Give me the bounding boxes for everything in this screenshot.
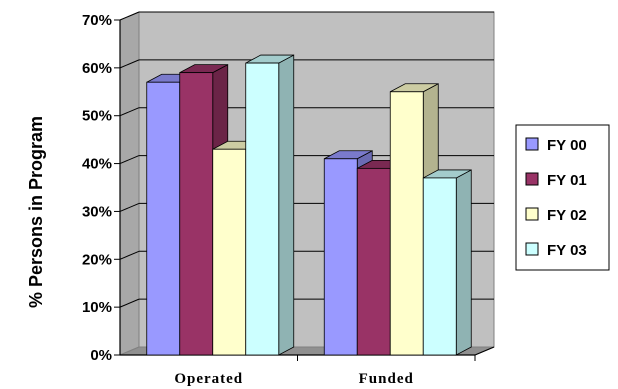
y-tick-label: 20% [82, 251, 112, 268]
bar-front [179, 72, 214, 356]
legend-swatch [525, 207, 539, 221]
legend-label: FY 01 [547, 172, 587, 189]
bar-front [245, 62, 280, 356]
legend-swatch [525, 137, 539, 151]
gridline-side [119, 202, 140, 212]
bars [146, 54, 472, 356]
bar-front [356, 167, 391, 356]
bar-front [212, 148, 247, 356]
bar [245, 54, 295, 356]
legend-label: FY 02 [547, 207, 587, 224]
x-axis-depth-line [474, 346, 495, 356]
y-tick-label: 30% [82, 203, 112, 220]
legend-label: FY 00 [547, 137, 587, 154]
gridline-side [119, 11, 140, 21]
bar-front [323, 158, 358, 356]
legend-swatch [525, 242, 539, 256]
bar-front [146, 81, 181, 356]
gridline-side [119, 107, 140, 117]
bar [422, 169, 472, 356]
gridline-side [119, 155, 140, 165]
y-tick-label: 50% [82, 108, 112, 125]
x-category-label: Operated [174, 371, 243, 387]
legend-label: FY 03 [547, 242, 587, 259]
bar-front [422, 177, 457, 356]
bar-side [278, 54, 295, 356]
y-axis-label: % Persons in Program [26, 116, 46, 308]
y-tick-label: 40% [82, 156, 112, 173]
y-tick-label: 0% [90, 347, 112, 364]
bar-side [455, 169, 472, 356]
gridline-side [119, 250, 140, 260]
y-tick-labels: 0% 10% 20% 30% 40% 50% 60% 70% [82, 12, 112, 364]
legend-swatch [525, 172, 539, 186]
y-tick-label: 10% [82, 299, 112, 316]
x-category-label: Funded [359, 371, 414, 387]
y-tick-label: 70% [82, 12, 112, 29]
x-category-labels: Operated Funded [174, 371, 414, 387]
gridline-side [119, 59, 140, 69]
legend: FY 00 FY 01 FY 02 FY 03 [515, 124, 610, 271]
bar-front [389, 91, 424, 356]
gridline-side [119, 298, 140, 308]
y-tick-label: 60% [82, 60, 112, 77]
